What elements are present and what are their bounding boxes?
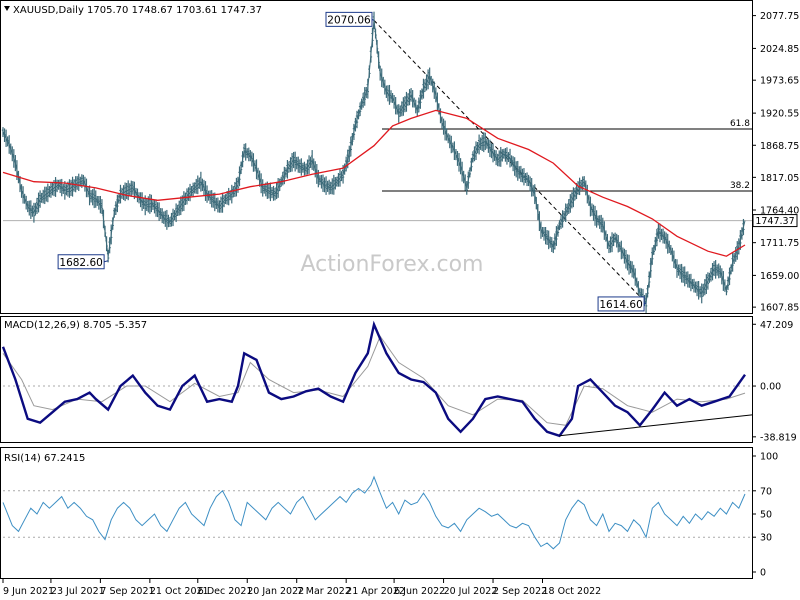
price-y-tick-label: 1764.40 (760, 206, 799, 217)
x-tick-label: 18 Oct 2022 (542, 586, 601, 597)
rsi-y-tick-label: 0 (760, 568, 766, 579)
collapse-icon[interactable] (4, 6, 10, 11)
macd-y-tick-label: -38.819 (760, 432, 797, 443)
rsi-y-tick-label: 100 (760, 452, 778, 463)
fib-label-0: 61.8 (730, 119, 750, 129)
macd-layer (1, 320, 753, 438)
macd-trend-line (559, 414, 753, 437)
price-series-line (2, 20, 746, 305)
x-tick-label: 20 Jan 2022 (247, 586, 304, 597)
callout-label-0: 2070.06 (327, 14, 371, 26)
price-y-tick-label: 1920.55 (760, 109, 799, 120)
x-tick-label: 6 Jun 2022 (394, 586, 445, 597)
rsi-pane-header: RSI(14) 67.2415 (4, 453, 85, 464)
price-y-tick-label: 2024.85 (760, 44, 799, 55)
callout-label-1: 1682.60 (59, 257, 102, 269)
axis-layer: 2077.75 2024.85 1973.65 1920.55 1868.75 1817.… (2, 11, 799, 597)
x-tick-label: 20 Jul 2022 (444, 586, 498, 597)
x-tick-label: 21 Oct 2021 (150, 586, 209, 597)
fib-label-1: 38.2 (730, 181, 750, 191)
callout-box-1 (57, 254, 105, 270)
x-tick-label: 23 Jul 2021 (51, 586, 105, 597)
price-y-tick-label: 1868.75 (760, 141, 799, 152)
rsi-y-tick-label: 30 (760, 533, 772, 544)
price-y-tick-label: 1973.65 (760, 76, 799, 87)
x-tick-label: 7 Sep 2021 (100, 586, 154, 597)
macd-y-tick-label: 47.209 (760, 320, 793, 331)
price-y-tick-label: 1711.75 (760, 238, 799, 249)
price-y-tick-label: 1607.85 (760, 303, 799, 314)
watermark-text: ActionForex.com (301, 252, 484, 277)
price-y-tick-label: 1659.00 (760, 271, 799, 282)
price-pane-header: XAUUSD,Daily 1705.70 1748.67 1703.61 174… (13, 5, 262, 16)
price-y-tick-label: 2077.75 (760, 11, 799, 22)
macd-line (1, 320, 746, 438)
last-price-tag-label: 1747.37 (755, 216, 794, 227)
price-layer: 61.8 38.2 2070.06 1682.60 1614.60 (1, 11, 752, 313)
x-tick-label: 9 Jun 2021 (3, 586, 54, 597)
price-y-tick-label: 1817.05 (760, 173, 799, 184)
macd-pane-header: MACD(12,26,9) 8.705 -5.357 (4, 320, 147, 331)
x-tick-label: 21 Apr 2022 (346, 586, 405, 597)
rsi-layer (2, 475, 752, 550)
moving-average-line (2, 109, 746, 257)
callout-box-2 (597, 296, 645, 312)
rsi-line (2, 475, 746, 550)
rsi-pane (0, 447, 753, 579)
callout-leader-1 (103, 260, 109, 263)
x-tick-label: 2 Sep 2022 (493, 586, 547, 597)
x-tick-label: 6 Dec 2021 (198, 586, 253, 597)
macd-y-tick-label: 0.00 (760, 382, 781, 393)
last-price-tag (752, 214, 798, 228)
callout-box-0 (325, 11, 373, 27)
macd-pane (0, 316, 753, 443)
x-tick-label: 7 Mar 2022 (297, 586, 351, 597)
rsi-y-tick-label: 70 (760, 486, 772, 497)
rsi-y-tick-label: 50 (760, 510, 772, 521)
callout-label-2: 1614.60 (599, 299, 642, 311)
